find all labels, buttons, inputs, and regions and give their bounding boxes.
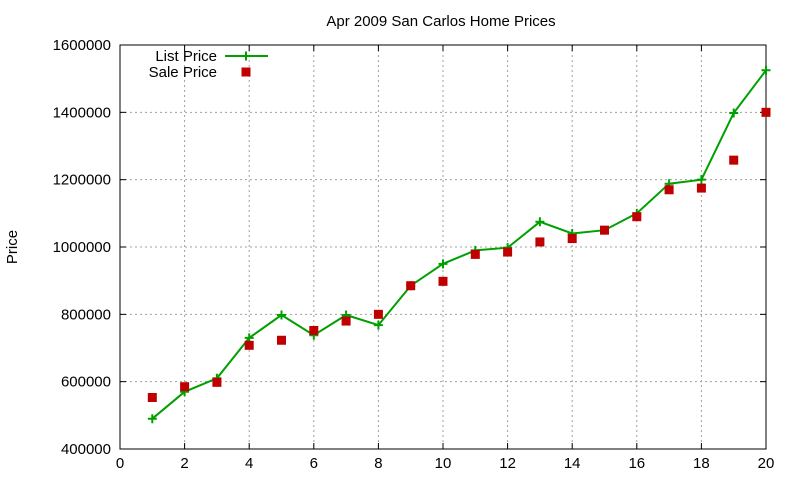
data-point-list-price xyxy=(729,108,739,118)
legend: List Price Sale Price xyxy=(149,48,268,81)
y-tick-label: 400000 xyxy=(61,441,111,458)
data-point-sale-price xyxy=(180,382,190,392)
data-point-list-price xyxy=(438,259,448,269)
data-point-sale-price xyxy=(696,183,706,193)
x-tick-label: 12 xyxy=(499,455,516,472)
x-tick-label: 2 xyxy=(180,455,188,472)
legend-label-sale-price: Sale Price xyxy=(149,64,217,81)
y-tick-label: 1200000 xyxy=(53,172,111,189)
chart-title: Apr 2009 San Carlos Home Prices xyxy=(326,13,555,30)
x-tick-label: 8 xyxy=(374,455,382,472)
y-tick-label: 600000 xyxy=(61,374,111,391)
y-axis-label: Price xyxy=(4,230,21,264)
data-point-sale-price xyxy=(373,309,383,319)
data-point-sale-price xyxy=(212,377,222,387)
legend-label-list-price: List Price xyxy=(155,48,217,65)
legend-marker-list-price xyxy=(241,51,251,61)
data-point-sale-price xyxy=(406,281,416,291)
data-point-sale-price xyxy=(567,234,577,244)
grid-layer xyxy=(120,45,766,449)
data-point-list-price xyxy=(373,320,383,330)
data-point-sale-price xyxy=(600,225,609,235)
x-tick-label: 14 xyxy=(564,455,581,472)
data-point-sale-price xyxy=(277,335,286,345)
x-tick-label: 16 xyxy=(628,455,645,472)
y-tick-label: 1400000 xyxy=(53,104,111,121)
data-point-sale-price xyxy=(535,237,545,247)
x-tick-label: 10 xyxy=(435,455,452,472)
y-tick-label: 1000000 xyxy=(53,239,111,256)
series-layer xyxy=(147,65,771,424)
data-point-sale-price xyxy=(244,340,254,350)
data-point-sale-price xyxy=(503,247,513,257)
data-point-sale-price xyxy=(470,249,480,259)
data-point-list-price xyxy=(761,65,771,75)
data-point-sale-price xyxy=(309,325,319,335)
data-point-sale-price xyxy=(664,185,674,195)
data-point-list-price xyxy=(147,414,157,424)
x-tick-label: 20 xyxy=(758,455,775,472)
data-point-sale-price xyxy=(632,212,642,222)
x-tick-label: 0 xyxy=(116,455,124,472)
data-point-sale-price xyxy=(341,316,351,326)
x-tick-label: 18 xyxy=(693,455,710,472)
x-tick-label: 6 xyxy=(310,455,318,472)
legend-marker-sale-price xyxy=(241,67,251,77)
series-line-list-price xyxy=(151,69,767,420)
data-point-sale-price xyxy=(729,155,739,165)
y-tick-label: 800000 xyxy=(61,306,111,323)
data-point-sale-price xyxy=(438,276,448,286)
data-point-list-price xyxy=(277,310,286,320)
data-point-sale-price xyxy=(147,392,157,402)
axes-layer: 0 2 4 6 8 10 12 14 16 18 20 400000 600000 800000 10000… xyxy=(53,37,775,472)
data-point-list-price xyxy=(696,175,706,185)
data-point-list-price xyxy=(535,217,545,227)
x-tick-label: 4 xyxy=(245,455,253,472)
y-tick-label: 1600000 xyxy=(53,37,111,54)
data-point-sale-price xyxy=(761,107,771,117)
